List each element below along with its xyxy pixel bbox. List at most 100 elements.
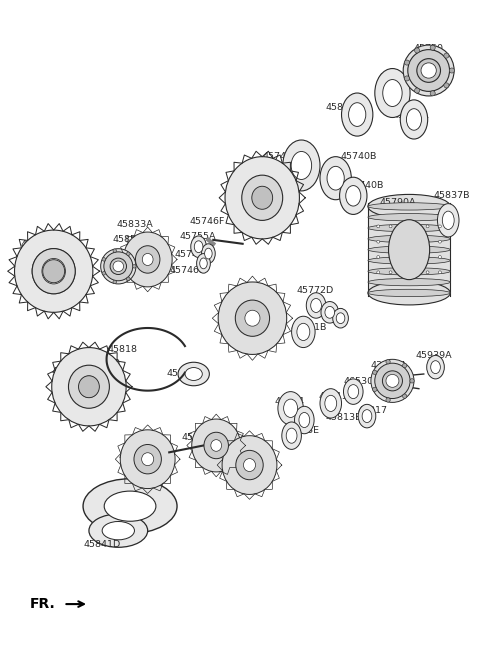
Ellipse shape xyxy=(348,103,366,126)
Circle shape xyxy=(404,76,409,81)
Ellipse shape xyxy=(417,59,441,83)
Ellipse shape xyxy=(427,356,444,379)
Circle shape xyxy=(102,257,106,261)
Circle shape xyxy=(426,271,429,274)
Circle shape xyxy=(414,271,417,274)
Ellipse shape xyxy=(79,376,99,398)
Ellipse shape xyxy=(375,69,410,117)
Circle shape xyxy=(439,240,442,243)
Ellipse shape xyxy=(191,236,206,257)
Ellipse shape xyxy=(110,258,127,274)
Ellipse shape xyxy=(194,241,203,253)
Circle shape xyxy=(377,271,380,274)
Ellipse shape xyxy=(245,310,260,326)
Text: 45740B: 45740B xyxy=(340,152,377,160)
Circle shape xyxy=(377,255,380,259)
Text: 45755A: 45755A xyxy=(180,232,216,241)
Circle shape xyxy=(414,225,417,228)
Ellipse shape xyxy=(291,316,315,348)
Text: 45833A: 45833A xyxy=(116,220,153,229)
Ellipse shape xyxy=(79,376,99,398)
Text: 45746F: 45746F xyxy=(174,250,209,259)
Ellipse shape xyxy=(211,440,222,451)
Text: 45765B: 45765B xyxy=(52,367,88,376)
Text: 45750: 45750 xyxy=(414,44,444,53)
Ellipse shape xyxy=(368,195,450,218)
Ellipse shape xyxy=(336,313,345,324)
Text: 45837B: 45837B xyxy=(433,191,470,200)
Text: 45820C: 45820C xyxy=(378,73,414,83)
Text: FR.: FR. xyxy=(30,597,56,611)
Ellipse shape xyxy=(368,214,450,221)
Ellipse shape xyxy=(368,203,450,210)
Ellipse shape xyxy=(278,392,303,425)
Text: 45740B: 45740B xyxy=(348,181,384,190)
Ellipse shape xyxy=(178,362,209,386)
Ellipse shape xyxy=(339,178,367,214)
Text: 45814: 45814 xyxy=(275,396,305,405)
Circle shape xyxy=(127,277,130,280)
Ellipse shape xyxy=(104,252,133,281)
Ellipse shape xyxy=(320,157,351,200)
Ellipse shape xyxy=(443,211,454,229)
Ellipse shape xyxy=(368,290,450,297)
Text: 45817: 45817 xyxy=(357,406,387,415)
Ellipse shape xyxy=(113,261,123,272)
Ellipse shape xyxy=(321,301,338,323)
Circle shape xyxy=(439,255,442,259)
Ellipse shape xyxy=(407,109,421,130)
Ellipse shape xyxy=(52,348,126,426)
Text: 45798C: 45798C xyxy=(118,453,155,461)
Ellipse shape xyxy=(32,249,75,294)
Ellipse shape xyxy=(371,360,414,402)
Ellipse shape xyxy=(134,445,161,474)
Circle shape xyxy=(426,240,429,243)
Ellipse shape xyxy=(32,249,75,293)
Ellipse shape xyxy=(200,258,207,269)
Circle shape xyxy=(389,271,392,274)
Circle shape xyxy=(127,252,130,255)
Ellipse shape xyxy=(204,248,212,259)
Ellipse shape xyxy=(123,232,172,287)
Ellipse shape xyxy=(306,293,326,318)
Ellipse shape xyxy=(225,157,300,239)
Ellipse shape xyxy=(400,100,428,139)
Ellipse shape xyxy=(284,399,298,417)
Text: 45818: 45818 xyxy=(108,345,138,354)
Ellipse shape xyxy=(204,432,228,458)
Ellipse shape xyxy=(403,45,454,96)
Ellipse shape xyxy=(89,514,148,548)
Text: 45810A: 45810A xyxy=(182,433,218,441)
Ellipse shape xyxy=(286,428,297,443)
Circle shape xyxy=(389,240,392,243)
Ellipse shape xyxy=(235,300,270,336)
Ellipse shape xyxy=(101,249,136,284)
Ellipse shape xyxy=(242,175,283,220)
Ellipse shape xyxy=(408,50,450,91)
Ellipse shape xyxy=(375,363,410,398)
Circle shape xyxy=(389,255,392,259)
Ellipse shape xyxy=(348,384,359,399)
Ellipse shape xyxy=(368,225,450,232)
Circle shape xyxy=(401,240,404,243)
Circle shape xyxy=(444,53,449,58)
Ellipse shape xyxy=(83,479,177,534)
Circle shape xyxy=(377,240,380,243)
Text: 45790A: 45790A xyxy=(380,198,416,207)
Text: 46530: 46530 xyxy=(344,377,373,386)
Circle shape xyxy=(415,88,420,93)
Ellipse shape xyxy=(252,186,273,210)
Ellipse shape xyxy=(383,371,402,391)
Text: 45813E: 45813E xyxy=(326,413,362,422)
Circle shape xyxy=(439,225,442,228)
Ellipse shape xyxy=(368,278,450,286)
Circle shape xyxy=(401,225,404,228)
Ellipse shape xyxy=(311,299,322,312)
Ellipse shape xyxy=(421,63,436,78)
Ellipse shape xyxy=(218,282,287,354)
Circle shape xyxy=(113,249,117,252)
Ellipse shape xyxy=(388,219,430,280)
Circle shape xyxy=(430,45,435,50)
Circle shape xyxy=(386,360,390,364)
Circle shape xyxy=(389,225,392,228)
